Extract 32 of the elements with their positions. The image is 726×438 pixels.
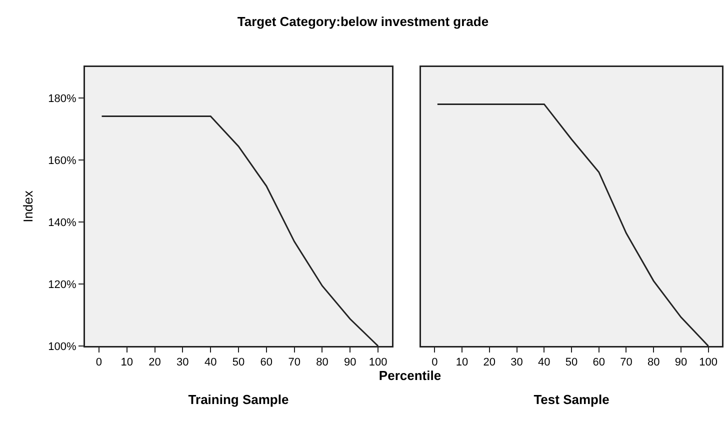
x-tick-label: 0 <box>432 356 438 369</box>
x-tick-label: 30 <box>176 356 189 369</box>
y-tick-label: 160% <box>48 154 77 167</box>
x-tick-label: 70 <box>288 356 300 369</box>
x-tick-label: 40 <box>538 356 550 369</box>
x-axis-title: Percentile <box>378 368 442 383</box>
x-tick-label: 10 <box>456 356 468 369</box>
x-tick-label: 60 <box>592 356 605 369</box>
x-tick-label: 10 <box>120 356 133 369</box>
y-tick-label: 180% <box>48 92 77 105</box>
x-tick-label: 20 <box>483 356 496 369</box>
x-tick-label: 60 <box>260 356 273 369</box>
y-tick-label: 100% <box>48 340 77 353</box>
x-tick-label: 70 <box>620 356 632 369</box>
x-tick-label: 0 <box>96 356 102 369</box>
x-tick-label: 50 <box>232 356 245 369</box>
x-tick-label: 100 <box>368 356 388 369</box>
x-tick-label: 20 <box>148 356 161 369</box>
x-tick-label: 80 <box>647 356 660 369</box>
x-tick-label: 50 <box>565 356 578 369</box>
x-tick-label: 100 <box>699 356 718 369</box>
x-tick-label: 80 <box>316 356 328 369</box>
text: Training Sample <box>187 392 290 407</box>
y-axis-title: Index <box>20 190 36 222</box>
y-tick-label: 120% <box>48 278 77 291</box>
y-tick-label: 140% <box>48 216 77 229</box>
text: Test Sample <box>532 392 610 407</box>
x-tick-label: 90 <box>674 356 688 369</box>
x-tick-label: 40 <box>204 356 217 369</box>
x-tick-label: 30 <box>510 356 523 369</box>
x-tick-label: 90 <box>344 356 356 369</box>
chart-title: Target Category:below investment grade <box>236 14 490 29</box>
